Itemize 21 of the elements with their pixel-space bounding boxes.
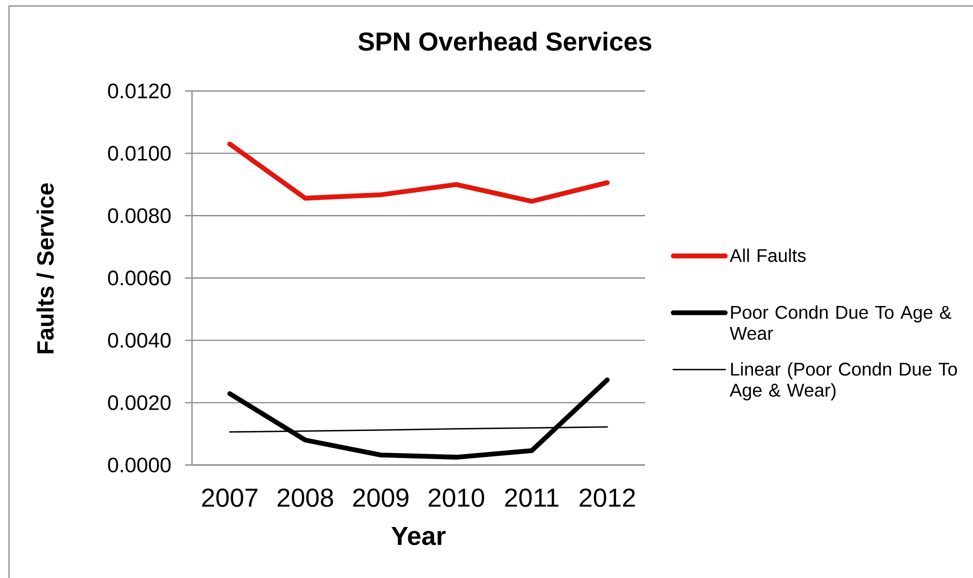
y-tick-label: 0.0060 xyxy=(108,270,171,286)
legend-label: Linear (Poor Condn Due To Age & Wear) xyxy=(730,362,957,400)
x-axis-title: Year xyxy=(391,526,446,546)
x-tick-label: 2011 xyxy=(505,488,558,507)
line-series xyxy=(227,378,610,460)
y-tick-label: 0.0000 xyxy=(108,458,171,472)
legend-label: Poor Condn Due To Age & Wear xyxy=(730,305,952,340)
y-tick-label: 0.0040 xyxy=(108,332,171,348)
x-tick-label: 2009 xyxy=(353,488,408,507)
y-tick-label: 0.0120 xyxy=(108,84,171,98)
chart-title: SPN Overhead Services xyxy=(358,32,652,51)
x-tick-label: 2008 xyxy=(278,488,334,507)
y-tick-label: 0.0080 xyxy=(108,208,171,224)
y-axis-title: Faults / Service xyxy=(36,183,54,354)
y-tick-label: 0.0100 xyxy=(108,146,171,161)
x-tick-label: 2007 xyxy=(202,488,258,507)
y-tick-label: 0.0020 xyxy=(108,395,171,410)
legend-label: All Faults xyxy=(730,248,806,262)
x-tick-label: 2012 xyxy=(580,488,635,507)
x-tick-label: 2010 xyxy=(428,488,484,507)
line-series xyxy=(227,142,610,204)
